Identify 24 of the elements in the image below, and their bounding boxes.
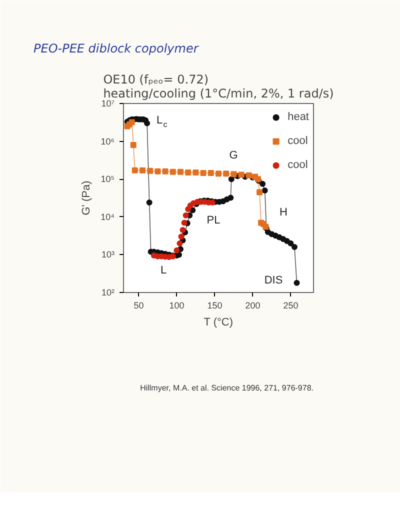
legend-label: cool	[288, 135, 308, 147]
annotation: G	[229, 150, 238, 162]
y-tick-label: 10⁶	[100, 136, 115, 146]
y-axis-title: G' (Pa)	[80, 180, 93, 216]
legend-label: cool	[288, 159, 308, 171]
annotation: H	[280, 206, 288, 218]
y-tick-label: 10⁵	[100, 174, 115, 184]
x-tick-label: 200	[245, 300, 260, 310]
x-tick-label: 250	[283, 300, 298, 310]
x-axis-title: T (°C)	[204, 316, 234, 328]
annotation: PL	[206, 214, 220, 226]
y-tick-label: 10⁴	[100, 212, 115, 222]
y-tick-label: 10⁷	[101, 98, 115, 108]
x-tick-label: 100	[169, 300, 184, 310]
legend-label: heat	[288, 111, 309, 123]
x-tick-label: 150	[207, 300, 222, 310]
y-tick-label: 10³	[101, 250, 115, 260]
chart-title: PEO-PEE diblock copolymer	[34, 42, 200, 56]
y-tick-label: 10²	[101, 288, 115, 298]
annotation: DIS	[264, 274, 283, 286]
chart-subtitle: OE10 (fₚₑₒ= 0.72) heating/cooling (1°C/min, 2%, 1 rad/s)	[103, 72, 334, 100]
x-tick-label: 50	[134, 300, 144, 310]
annotation: L	[160, 264, 167, 276]
text: Hillmyer, M.A. et al. Science 1996, 271, 976-978.	[140, 384, 314, 392]
